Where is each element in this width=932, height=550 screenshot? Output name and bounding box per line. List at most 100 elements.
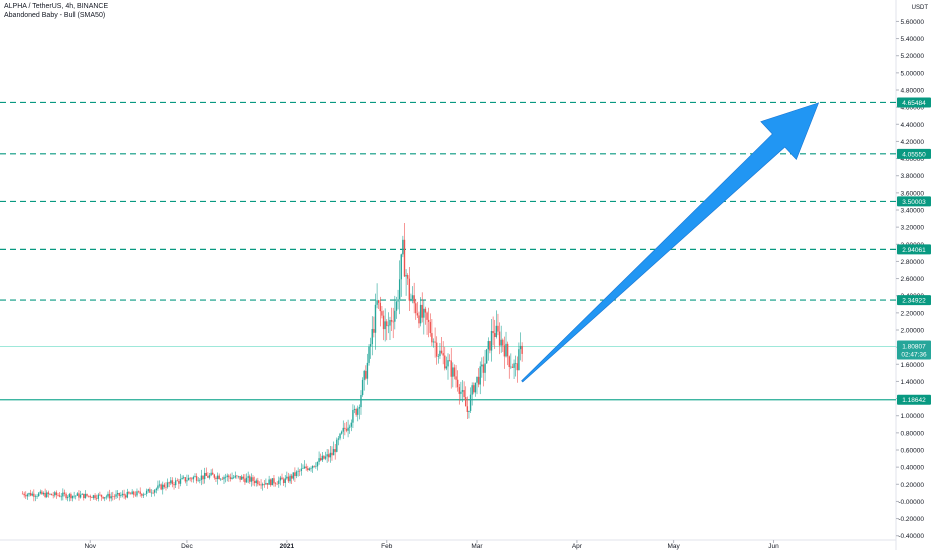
candle-body: [189, 477, 191, 479]
candle-body: [102, 496, 104, 499]
price-tick-label: 5.40000: [901, 36, 925, 43]
candle-body: [192, 476, 195, 480]
candle-body: [329, 452, 332, 458]
price-level-label: 2.94061: [902, 247, 926, 254]
candle-body: [234, 475, 236, 478]
candle-body: [149, 489, 151, 493]
candle-body: [469, 394, 472, 411]
candle-body: [316, 461, 319, 467]
price-tick-label: -0.20000: [898, 516, 924, 523]
candle-body: [415, 303, 417, 314]
candle-body: [224, 476, 227, 478]
price-level-label-bg: [897, 148, 931, 159]
candle-body: [141, 493, 143, 496]
candle-body: [100, 494, 103, 497]
candle-body: [411, 295, 414, 299]
candle-body: [286, 476, 288, 479]
candle-body: [492, 331, 494, 334]
candle-body: [197, 480, 199, 482]
candle-body: [503, 345, 506, 357]
candle-body: [139, 491, 141, 494]
candle-body: [68, 494, 70, 498]
projection-arrow[interactable]: [521, 102, 820, 383]
symbol-title[interactable]: ALPHA / TetherUS, 4h, BINANCE: [4, 3, 109, 10]
candle-body: [203, 472, 206, 480]
candle-body: [303, 466, 306, 469]
candle-body: [405, 275, 407, 277]
candle-body: [337, 438, 340, 440]
candle-body: [39, 491, 41, 494]
candle-body: [502, 339, 504, 346]
candle-body: [242, 476, 245, 479]
candle-body: [126, 491, 129, 498]
candle-body: [477, 376, 480, 385]
time-tick-label: Nov: [84, 543, 96, 550]
candle-body: [79, 494, 82, 498]
candle-body: [176, 480, 178, 482]
candle-body: [340, 431, 343, 434]
candle-body: [228, 475, 230, 478]
price-level-label-bg: [897, 295, 931, 306]
candle-body: [397, 299, 399, 302]
candle-body: [212, 472, 214, 475]
candle-body: [434, 341, 436, 343]
candle-body: [121, 493, 124, 496]
candle-body: [431, 333, 433, 343]
candle-body: [42, 492, 45, 495]
candle-body: [133, 491, 135, 495]
candle-body: [84, 493, 87, 499]
price-tick-label: 4.00000: [901, 156, 925, 163]
candle-body: [319, 458, 322, 461]
candle-body: [47, 492, 50, 495]
candle-body: [223, 477, 225, 480]
candle-body: [382, 315, 385, 330]
candle-body: [25, 495, 27, 497]
candles[interactable]: [21, 222, 523, 502]
time-tick-label: 2021: [280, 543, 295, 550]
candle-body: [49, 493, 51, 495]
candle-body: [308, 468, 311, 471]
candle-body: [392, 321, 394, 323]
price-tick-label: 2.80000: [901, 259, 925, 266]
candle-body: [157, 485, 159, 489]
candle-body: [474, 382, 477, 393]
candle-body: [511, 366, 514, 368]
candle-body: [518, 349, 520, 371]
candle-body: [519, 345, 522, 350]
candle-body: [274, 483, 277, 484]
candle-body: [145, 490, 148, 494]
candle-body: [179, 479, 182, 484]
candle-body: [282, 479, 285, 483]
candle-body: [28, 493, 30, 495]
time-tick-label: Apr: [572, 543, 583, 550]
candle-body: [120, 495, 122, 496]
candle-body: [166, 482, 169, 488]
candle-body: [94, 495, 96, 499]
candle-body: [489, 341, 491, 351]
candle-body: [419, 304, 422, 324]
candle-body: [105, 496, 108, 498]
candle-body: [460, 391, 462, 394]
candle-body: [147, 489, 149, 491]
price-level-label-bg: [897, 244, 931, 255]
indicator-legend[interactable]: Abandoned Baby - Bull (SMA50): [4, 12, 106, 19]
time-tick-label: Mar: [471, 543, 483, 550]
candle-body: [257, 480, 259, 485]
candle-body: [427, 319, 430, 322]
candle-body: [252, 477, 254, 482]
price-tick-label: 4.20000: [901, 139, 925, 146]
candle-body: [328, 454, 330, 458]
candle-body: [416, 313, 419, 316]
candle-body: [390, 320, 393, 322]
candle-body: [52, 495, 54, 496]
candle-body: [236, 475, 238, 477]
candle-body: [386, 321, 388, 327]
candle-body: [37, 493, 40, 497]
candle-body: [173, 484, 175, 486]
candle-body: [131, 491, 133, 495]
candle-body: [323, 455, 325, 459]
candle-body: [232, 477, 235, 479]
candle-body: [357, 408, 359, 415]
candle-body: [318, 458, 320, 462]
